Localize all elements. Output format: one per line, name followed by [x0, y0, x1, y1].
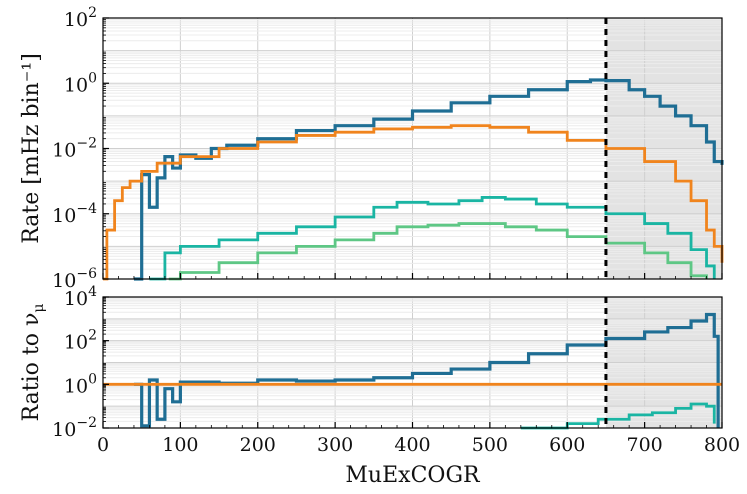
y-tick-label: 100 [64, 371, 97, 397]
y-tick-label: 102 [64, 5, 97, 31]
x-tick-label: 0 [97, 434, 109, 456]
x-tick-label: 400 [394, 434, 430, 456]
x-tick-label: 800 [704, 434, 740, 456]
x-tick-label: 100 [162, 434, 198, 456]
y-tick-label-exponent: 0 [88, 70, 97, 86]
rate-x-ticks [102, 273, 723, 279]
y-tick-label-exponent: 4 [88, 284, 97, 300]
x-axis-title: MuExCOGR [345, 463, 481, 488]
y-tick-label-base: 10 [52, 419, 76, 441]
series-dark-blue [133, 312, 720, 428]
y-tick-label: 102 [64, 328, 97, 354]
y-tick-label-exponent: 0 [88, 371, 97, 387]
ratio-y-axis-title-subscript: μ [31, 304, 47, 313]
series-green [168, 222, 708, 281]
y-tick-label-base: 10 [64, 9, 88, 31]
y-tick-label-base: 10 [64, 375, 88, 397]
y-tick-label-exponent: −2 [76, 136, 97, 152]
y-tick-label-exponent: 2 [88, 328, 97, 344]
y-tick-label-base: 10 [52, 205, 76, 227]
series-teal [520, 402, 716, 430]
y-tick-label-exponent: −6 [76, 266, 97, 282]
ratio-x-ticks: 0 100 200 300 400 500 600 700 800 [97, 422, 740, 456]
y-tick-label-base: 10 [52, 140, 76, 162]
y-tick-label-exponent: −2 [76, 415, 97, 431]
series-teal [149, 196, 716, 281]
y-tick-label-base: 10 [64, 74, 88, 96]
y-tick-label: 104 [64, 284, 97, 310]
x-tick-label: 600 [549, 434, 585, 456]
y-tick-label-base: 10 [64, 288, 88, 310]
y-tick-label-exponent: −4 [76, 201, 97, 217]
x-tick-label: 200 [240, 434, 276, 456]
y-tick-label: 10−6 [52, 266, 97, 292]
rate-y-axis-title: Rate [mHz bin⁻¹] [19, 53, 44, 244]
y-tick-label: 10−2 [52, 136, 97, 162]
series-orange [103, 124, 724, 281]
rate-series [103, 78, 724, 281]
y-tick-label-base: 10 [64, 332, 88, 354]
y-tick-label: 10−4 [52, 201, 97, 227]
ratio-y-axis-title-main: Ratio to ν [19, 313, 44, 422]
x-tick-label: 500 [472, 434, 508, 456]
y-tick-label: 10−2 [52, 415, 97, 441]
y-tick-label-exponent: 2 [88, 5, 97, 21]
ratio-y-axis-title: Ratio to νμ [19, 304, 47, 422]
y-tick-label-base: 10 [52, 270, 76, 292]
x-tick-label: 700 [626, 434, 662, 456]
ratio-series [103, 312, 722, 430]
x-tick-label: 300 [317, 434, 353, 456]
series-dark-blue [133, 78, 724, 281]
y-tick-label: 100 [64, 70, 97, 96]
